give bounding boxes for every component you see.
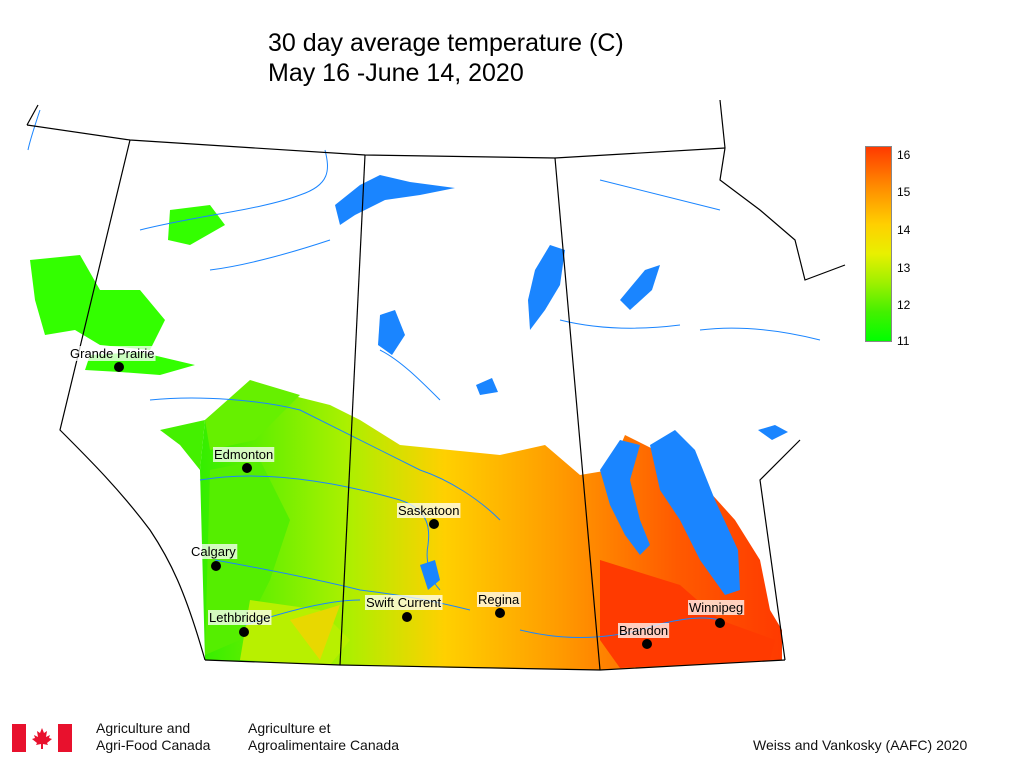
boundaries	[26, 99, 846, 671]
org-en-line-1: Agriculture and	[96, 720, 191, 736]
legend-color-bar	[865, 146, 892, 342]
legend-tick: 11	[897, 334, 910, 348]
city-label-background	[208, 610, 272, 625]
city-label-background	[397, 503, 461, 518]
org-en-line-2: Agri-Food Canada	[96, 737, 211, 753]
org-name-english: Agriculture and Agri-Food Canada	[96, 720, 210, 754]
city-label-background	[365, 595, 443, 610]
city-marker	[239, 627, 249, 637]
map-title: 30 day average temperature (C) May 16 -J…	[268, 28, 624, 88]
org-fr-line-2: Agroalimentaire Canada	[248, 737, 399, 753]
city-marker	[642, 639, 652, 649]
city-marker	[211, 561, 221, 571]
city-marker	[429, 519, 439, 529]
city-label: Brandon	[619, 623, 668, 638]
city-marker	[715, 618, 725, 628]
canada-flag-icon	[12, 724, 72, 752]
color-legend: 16 15 14 13 12 11	[865, 146, 925, 347]
temperature-field	[30, 205, 782, 670]
city-label: Regina	[478, 592, 520, 607]
legend-tick: 15	[897, 185, 911, 199]
city-marker	[402, 612, 412, 622]
city-label: Swift Current	[366, 595, 442, 610]
city-label: Calgary	[191, 544, 236, 559]
legend-tick: 13	[897, 261, 911, 275]
city-label: Winnipeg	[689, 600, 743, 615]
city-label: Saskatoon	[398, 503, 459, 518]
city-marker	[495, 608, 505, 618]
city-label-background	[688, 600, 745, 615]
city-label-background	[213, 447, 275, 462]
title-line-1: 30 day average temperature (C)	[268, 29, 624, 57]
city-label-background	[618, 623, 670, 638]
city-label-background	[190, 544, 238, 559]
title-line-2: May 16 -June 14, 2020	[268, 59, 524, 87]
city-label: Grande Prairie	[70, 346, 155, 361]
city-label: Edmonton	[214, 447, 273, 462]
city-label-background	[477, 592, 521, 607]
org-name-french: Agriculture et Agroalimentaire Canada	[248, 720, 399, 754]
credit-text: Weiss and Vankosky (AAFC) 2020	[753, 737, 968, 753]
legend-tick: 16	[897, 148, 911, 162]
legend-tick: 12	[897, 298, 911, 312]
city-markers: Grande Prairie Edmonton Saskatoon Calgary Sw…	[69, 346, 745, 649]
city-label-background	[69, 346, 156, 361]
legend-tick: 14	[897, 223, 911, 237]
org-fr-line-1: Agriculture et	[248, 720, 331, 736]
city-label: Lethbridge	[209, 610, 270, 625]
lakes	[335, 175, 788, 595]
city-marker	[242, 463, 252, 473]
city-marker	[114, 362, 124, 372]
